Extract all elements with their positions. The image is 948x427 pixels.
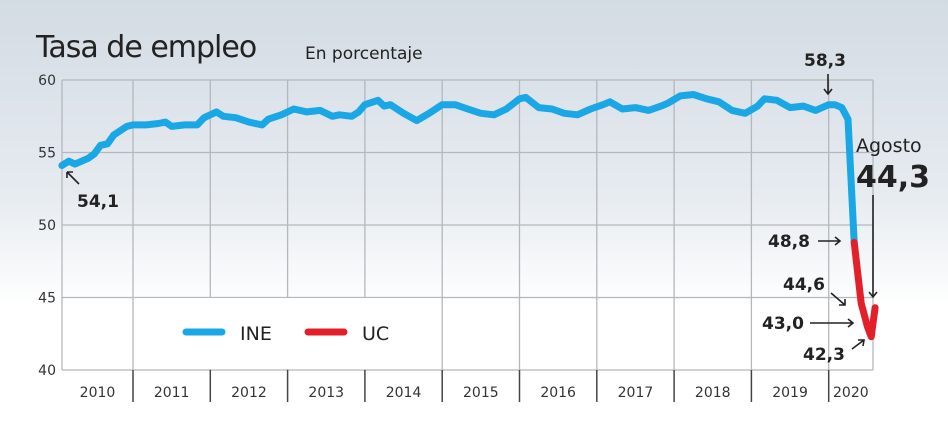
label-peak: 58,3 — [804, 51, 846, 71]
x-tick-label: 2013 — [308, 385, 344, 401]
chart-title: Tasa de empleo — [36, 30, 257, 65]
label-start: 54,1 — [77, 192, 119, 212]
chart-subtitle: En porcentaje — [305, 44, 423, 64]
label-uc-2: 43,0 — [762, 314, 804, 334]
label-latest-value: 44,3 — [856, 160, 930, 195]
legend-label-ine: INE — [240, 323, 272, 345]
series-line-ine — [58, 91, 858, 246]
legend: INE UC — [182, 323, 389, 345]
arrow-uc-1 — [830, 292, 846, 306]
x-tick-label: 2018 — [695, 385, 731, 401]
y-tick-label: 50 — [38, 218, 56, 234]
arrow-uc-2 — [810, 318, 855, 328]
y-tick-label: 55 — [38, 146, 56, 162]
label-ine-last: 48,8 — [768, 232, 810, 252]
arrow-ine-last — [818, 236, 842, 246]
x-tick-label: 2016 — [540, 385, 576, 401]
x-tick-label: 2019 — [772, 385, 808, 401]
arrow-start — [66, 171, 80, 185]
x-tick-label: 2012 — [231, 385, 267, 401]
y-tick-label: 60 — [38, 73, 56, 89]
legend-box — [134, 298, 441, 369]
arrow-latest — [868, 195, 878, 299]
arrow-peak — [823, 74, 833, 96]
y-tick-label: 40 — [38, 363, 56, 379]
x-tick-label: 2011 — [154, 385, 190, 401]
arrow-uc-min — [851, 339, 865, 350]
series-line-uc — [850, 238, 879, 341]
x-tick-label: 2014 — [386, 385, 422, 401]
x-tick-label: 2010 — [80, 385, 116, 401]
x-tick-label: 2020 — [833, 385, 869, 401]
label-uc-min: 42,3 — [803, 345, 845, 365]
y-tick-label: 45 — [38, 291, 56, 307]
x-tick-label: 2017 — [618, 385, 654, 401]
label-latest-month: Agosto — [856, 135, 922, 157]
x-tick-label: 2015 — [463, 385, 499, 401]
legend-label-uc: UC — [362, 323, 389, 345]
label-uc-1: 44,6 — [783, 275, 825, 295]
